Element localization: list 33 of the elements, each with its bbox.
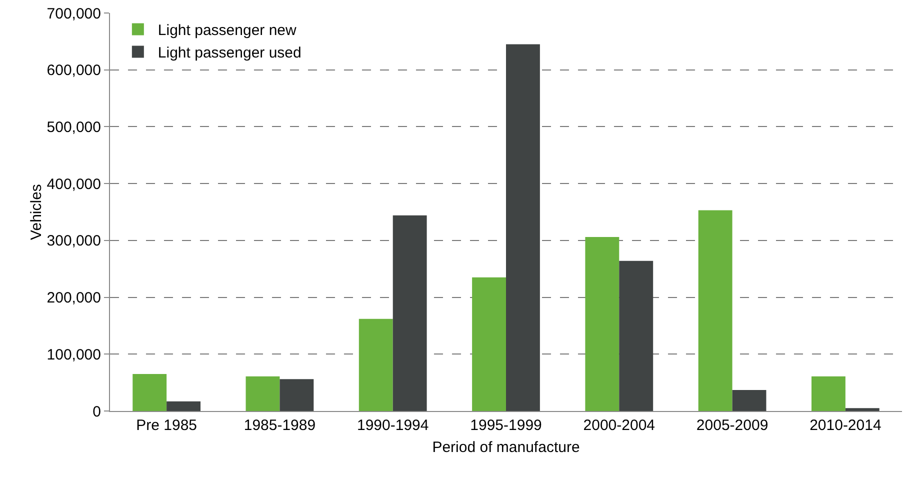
y-tick-label: 700,000 (46, 5, 101, 22)
legend-label: Light passenger new (158, 22, 297, 40)
y-tick-label: 600,000 (46, 62, 101, 80)
bar (166, 401, 201, 411)
y-tick-label: 300,000 (46, 232, 101, 250)
x-axis-title: Period of manufacture (432, 439, 580, 456)
y-tick-label: 500,000 (46, 118, 101, 136)
x-tick-label: 1985-1989 (244, 417, 316, 434)
bar (280, 379, 314, 411)
bar (845, 408, 880, 411)
bar (358, 318, 393, 411)
bar (472, 277, 506, 411)
x-tick-label: 1990-1994 (356, 417, 429, 434)
bar (392, 215, 427, 411)
bar (732, 390, 766, 411)
bar (132, 374, 167, 411)
y-axis-title: Vehicles (28, 184, 45, 240)
y-tick-label: 200,000 (46, 290, 101, 307)
bar (698, 210, 732, 411)
y-tick-label: 400,000 (46, 176, 101, 193)
bar (585, 237, 620, 411)
legend-label: Light passenger used (158, 44, 302, 62)
x-tick-label: Pre 1985 (136, 417, 198, 434)
x-tick-label: 2000-2004 (583, 417, 656, 434)
x-tick-label: 2005-2009 (696, 417, 768, 434)
y-tick-label: 100,000 (46, 346, 101, 364)
x-tick-label: 1995-1999 (470, 417, 542, 434)
bar (619, 260, 654, 411)
bar (811, 376, 846, 411)
bar (246, 376, 280, 411)
bar (506, 44, 540, 411)
y-tick-label: 0 (92, 403, 101, 420)
x-tick-label: 2010-2014 (810, 417, 882, 434)
